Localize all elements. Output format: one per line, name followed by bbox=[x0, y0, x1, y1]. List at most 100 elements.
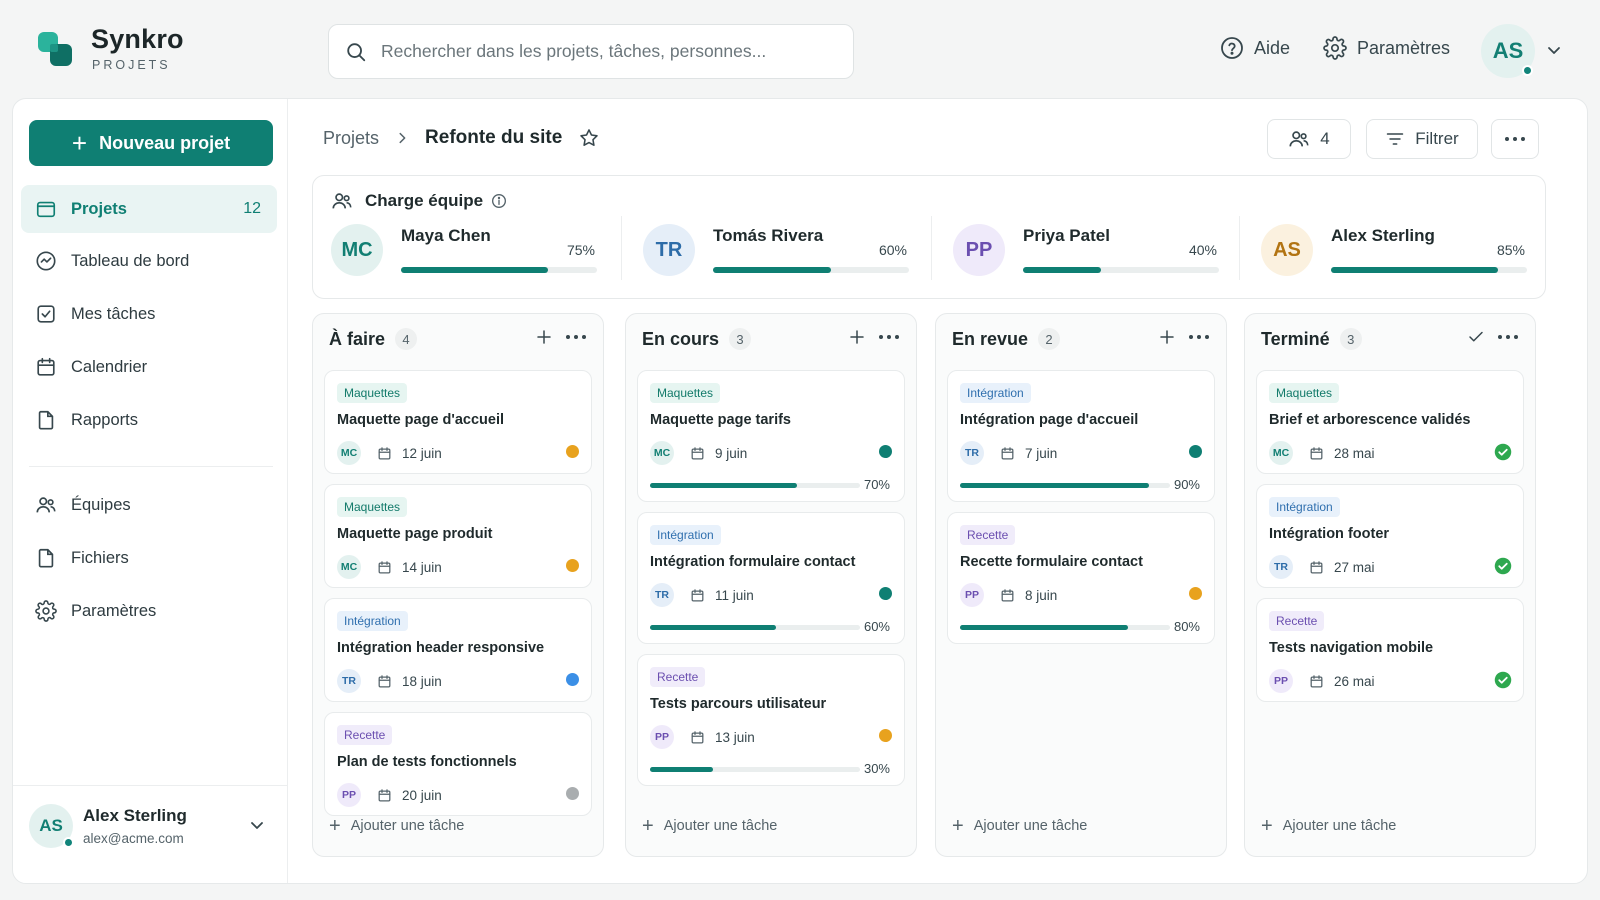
avatar: PP bbox=[953, 224, 1005, 276]
column-menu-button[interactable] bbox=[565, 328, 587, 346]
sidebar-item-rapports[interactable]: Rapports bbox=[21, 396, 277, 444]
task-progress-bar bbox=[960, 483, 1170, 488]
member-name: Tomás Rivera bbox=[713, 226, 824, 245]
add-card-button[interactable] bbox=[535, 328, 553, 346]
info-icon[interactable] bbox=[491, 193, 507, 209]
add-card-button[interactable] bbox=[848, 328, 866, 346]
sidebar-item-fichiers[interactable]: Fichiers bbox=[21, 534, 277, 582]
task-card[interactable]: Recette Tests navigation mobile PP 26 mai bbox=[1256, 598, 1524, 702]
column-header: À faire 4 bbox=[329, 328, 418, 350]
sidebar-item-equipes[interactable]: Équipes bbox=[21, 481, 277, 529]
users-icon bbox=[36, 497, 56, 513]
kanban-column: En cours 3 Maquettes Maquette page tarifs MC… bbox=[625, 313, 917, 857]
more-horizontal-icon bbox=[566, 335, 586, 339]
assignee-avatar: MC bbox=[337, 441, 361, 465]
breadcrumb-projects-link[interactable]: Projets bbox=[323, 127, 380, 148]
column-menu-button[interactable] bbox=[1497, 328, 1519, 346]
task-card[interactable]: Recette Tests parcours utilisateur PP 13 ju… bbox=[637, 654, 905, 786]
chevron-down-icon[interactable] bbox=[249, 817, 265, 833]
settings-button[interactable]: Paramètres bbox=[1323, 36, 1450, 60]
member-workload-percent: 75% bbox=[566, 242, 595, 258]
sidebar-item-parametres[interactable]: Paramètres bbox=[21, 587, 277, 635]
task-tag: Recette bbox=[650, 667, 706, 687]
calendar-icon bbox=[1001, 446, 1014, 459]
sidebar-item-calendrier[interactable]: Calendrier bbox=[21, 343, 277, 391]
chevron-down-icon[interactable] bbox=[1546, 42, 1562, 58]
sidebar-item-projets[interactable]: Projets 12 bbox=[21, 185, 277, 233]
new-project-label: Nouveau projet bbox=[99, 132, 231, 153]
task-card[interactable]: Recette Plan de tests fonctionnels PP 20 ju… bbox=[324, 712, 592, 816]
logo-icon bbox=[38, 32, 72, 66]
task-meta: PP 13 juin bbox=[650, 725, 755, 749]
workload-progress-fill bbox=[1331, 267, 1498, 273]
avatar: AS bbox=[1261, 224, 1313, 276]
member-divider bbox=[621, 216, 622, 280]
add-task-button[interactable]: + Ajouter une tâche bbox=[642, 816, 777, 836]
status-dot bbox=[566, 559, 579, 572]
task-card[interactable]: Maquettes Brief et arborescence validés MC… bbox=[1256, 370, 1524, 474]
task-card[interactable]: Recette Recette formulaire contact PP 8 jui… bbox=[947, 512, 1215, 644]
members-button[interactable]: 4 bbox=[1267, 119, 1351, 159]
add-card-button[interactable] bbox=[1158, 328, 1176, 346]
add-task-label: Ajouter une tâche bbox=[973, 818, 1088, 834]
column-count-badge: 3 bbox=[729, 328, 752, 350]
filter-label: Filtrer bbox=[1415, 129, 1459, 148]
account-avatar[interactable]: AS bbox=[1481, 24, 1535, 78]
calendar-icon bbox=[378, 674, 391, 687]
task-card[interactable]: Intégration Intégration footer TR 27 mai bbox=[1256, 484, 1524, 588]
task-card[interactable]: Maquettes Maquette page tarifs MC 9 juin 70% bbox=[637, 370, 905, 502]
sidebar-item-label: Fichiers bbox=[71, 548, 129, 567]
mark-done-button[interactable] bbox=[1467, 328, 1485, 346]
gear-icon bbox=[35, 600, 57, 622]
task-card[interactable]: Intégration Intégration page d'accueil TR 7… bbox=[947, 370, 1215, 502]
search-bar[interactable] bbox=[328, 24, 854, 79]
filter-button[interactable]: Filtrer bbox=[1366, 119, 1478, 159]
sidebar-item-mes-taches[interactable]: Mes tâches bbox=[21, 290, 277, 338]
assignee-avatar: PP bbox=[960, 583, 984, 607]
member-workload-percent: 60% bbox=[878, 242, 907, 258]
search-input[interactable] bbox=[381, 41, 821, 62]
task-meta: PP 20 juin bbox=[337, 783, 442, 807]
due-date: 13 juin bbox=[715, 729, 755, 745]
gear-icon bbox=[1323, 36, 1347, 60]
task-meta: TR 7 juin bbox=[960, 441, 1057, 465]
sidebar-item-label: Paramètres bbox=[71, 601, 157, 620]
star-icon[interactable] bbox=[578, 127, 600, 149]
task-card[interactable]: Intégration Intégration header responsive… bbox=[324, 598, 592, 702]
status-dot bbox=[1189, 445, 1202, 458]
assignee-avatar: MC bbox=[650, 441, 674, 465]
sidebar-item-tableau-de-bord[interactable]: Tableau de bord bbox=[21, 237, 277, 285]
task-title: Tests parcours utilisateur bbox=[650, 696, 827, 712]
help-button[interactable]: Aide bbox=[1220, 36, 1290, 60]
add-task-button[interactable]: + Ajouter une tâche bbox=[1261, 816, 1396, 836]
due-date: 7 juin bbox=[1025, 445, 1058, 461]
column-menu-button[interactable] bbox=[878, 328, 900, 346]
file-icon bbox=[38, 548, 54, 568]
task-tag: Maquettes bbox=[1269, 383, 1340, 403]
task-card[interactable]: Maquettes Maquette page d'accueil MC 12 jui… bbox=[324, 370, 592, 474]
task-card[interactable]: Maquettes Maquette page produit MC 14 juin bbox=[324, 484, 592, 588]
task-tag: Maquettes bbox=[650, 383, 721, 403]
add-task-button[interactable]: + Ajouter une tâche bbox=[952, 816, 1087, 836]
calendar-icon bbox=[1310, 674, 1323, 687]
task-card[interactable]: Intégration Intégration formulaire contac… bbox=[637, 512, 905, 644]
assignee-avatar: PP bbox=[1269, 669, 1293, 693]
due-date: 28 mai bbox=[1334, 445, 1375, 461]
calendar-icon bbox=[1001, 588, 1014, 601]
task-tag: Intégration bbox=[960, 383, 1031, 403]
add-task-button[interactable]: + Ajouter une tâche bbox=[329, 816, 464, 836]
due-date: 26 mai bbox=[1334, 673, 1375, 689]
check-circle-icon bbox=[1494, 671, 1512, 689]
task-meta: MC 9 juin bbox=[650, 441, 747, 465]
member-name: Alex Sterling bbox=[1331, 226, 1435, 245]
column-menu-button[interactable] bbox=[1188, 328, 1210, 346]
due-date: 27 mai bbox=[1334, 559, 1375, 575]
more-horizontal-icon bbox=[879, 335, 899, 339]
settings-label: Paramètres bbox=[1357, 37, 1451, 58]
chevron-right-icon bbox=[399, 132, 406, 144]
new-project-button[interactable]: + Nouveau projet bbox=[29, 120, 273, 166]
user-initials: AS bbox=[39, 816, 63, 835]
more-options-button[interactable] bbox=[1491, 119, 1539, 159]
assignee-avatar: PP bbox=[337, 783, 361, 807]
folder-icon bbox=[36, 201, 56, 218]
